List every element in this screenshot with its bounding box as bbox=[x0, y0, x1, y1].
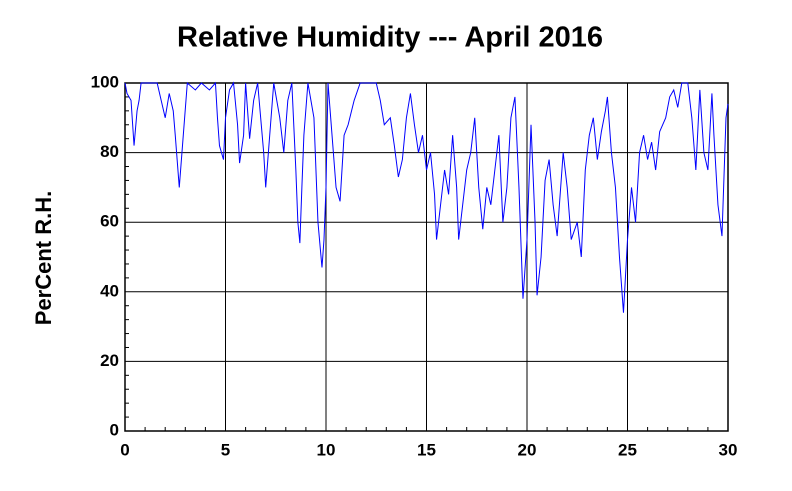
x-tick-label: 0 bbox=[120, 440, 129, 459]
x-tick-label: 10 bbox=[317, 440, 336, 459]
y-tick-label: 0 bbox=[110, 420, 119, 439]
y-tick-label: 100 bbox=[91, 72, 119, 91]
y-tick-label: 40 bbox=[100, 281, 119, 300]
y-tick-label: 80 bbox=[100, 142, 119, 161]
x-tick-label: 30 bbox=[719, 440, 738, 459]
x-tick-label: 5 bbox=[221, 440, 230, 459]
y-tick-label: 20 bbox=[100, 351, 119, 370]
plot-frame bbox=[124, 82, 729, 432]
x-tick-label: 20 bbox=[518, 440, 537, 459]
x-tick-label: 15 bbox=[417, 440, 436, 459]
x-tick-label: 25 bbox=[618, 440, 637, 459]
y-tick-label: 60 bbox=[100, 212, 119, 231]
chart-title: Relative Humidity --- April 2016 bbox=[177, 22, 603, 54]
humidity-line bbox=[124, 81, 729, 313]
y-axis-label: PerCent R.H. bbox=[31, 191, 56, 325]
